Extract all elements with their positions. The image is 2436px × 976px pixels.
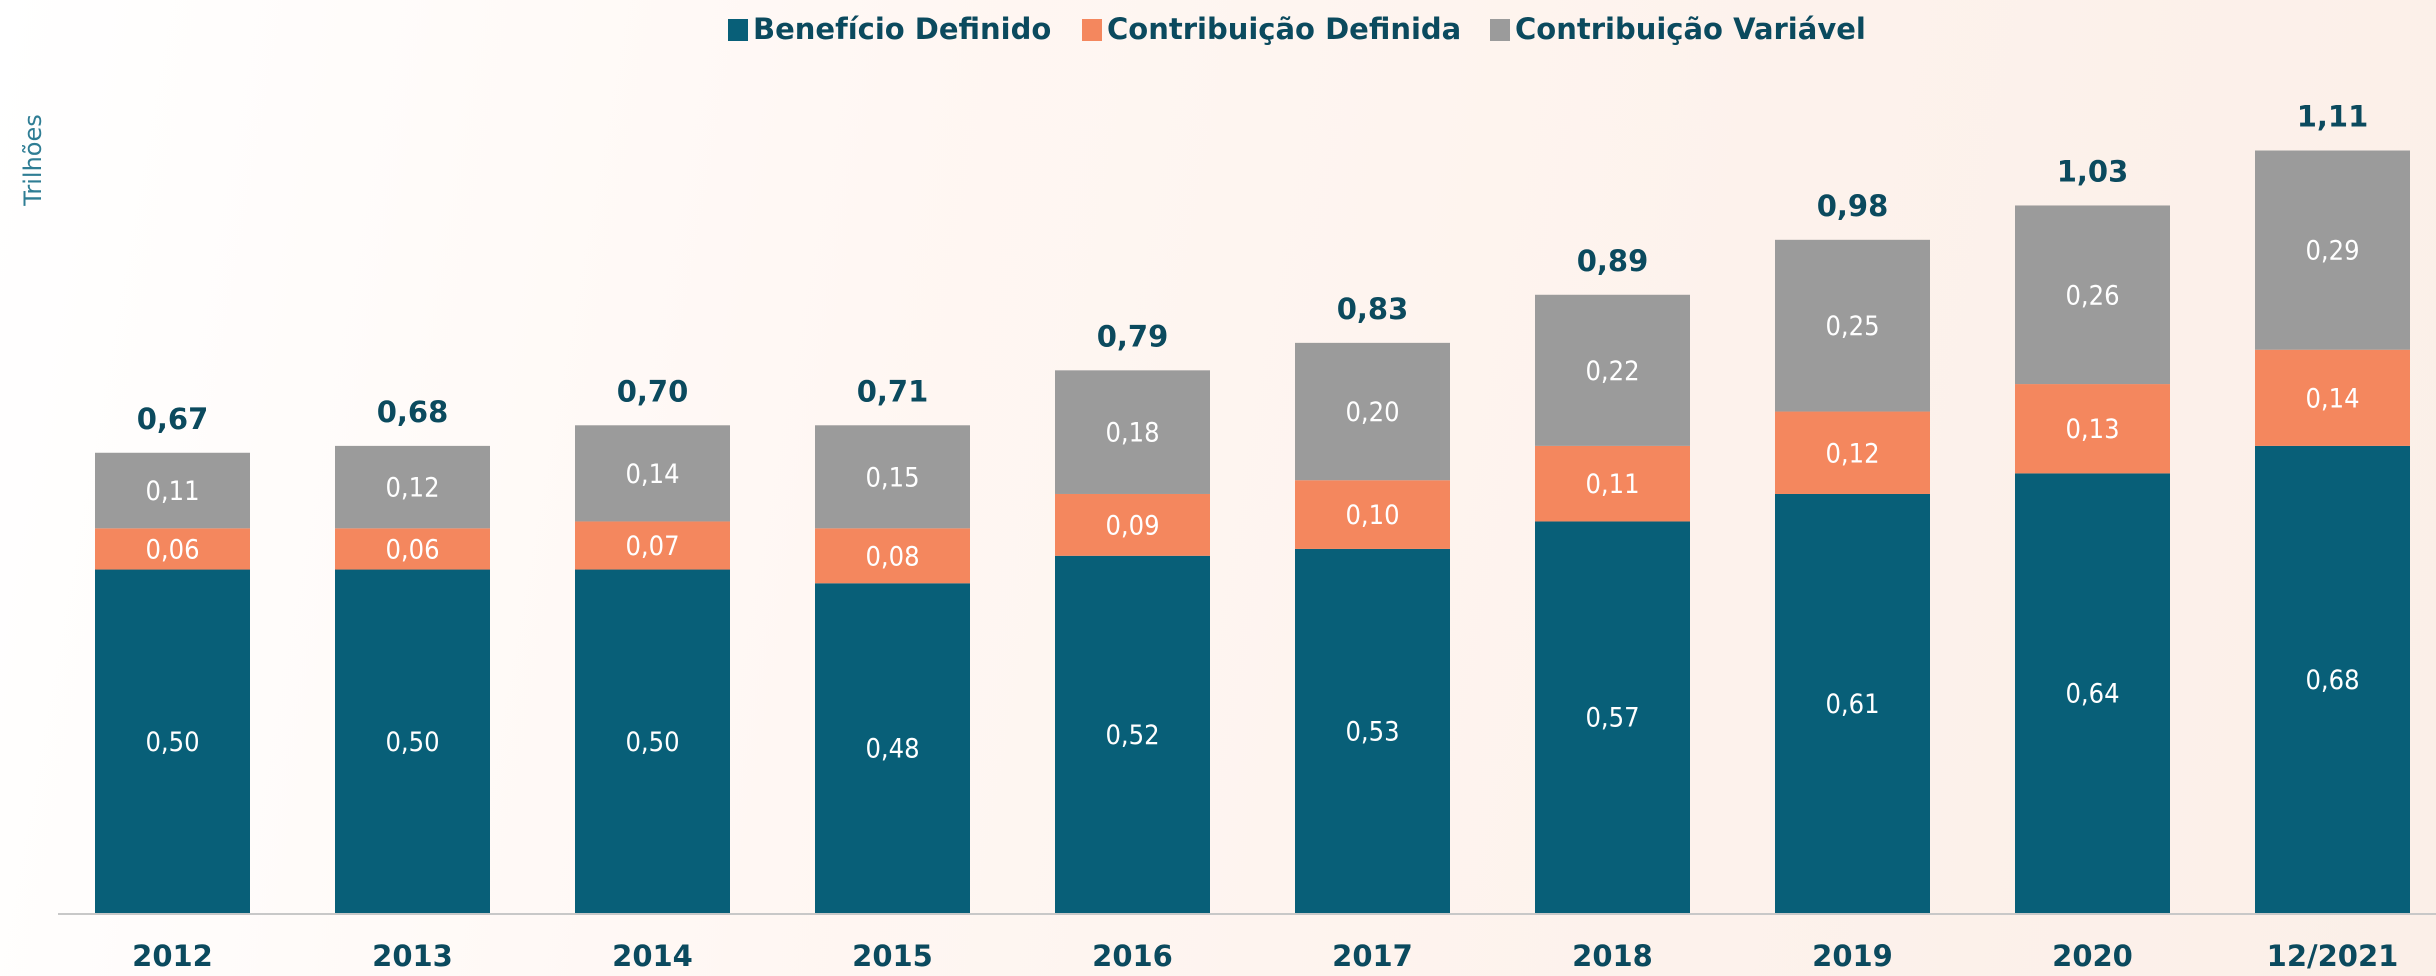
data-label: 0,09 — [1105, 510, 1159, 541]
total-label: 0,70 — [617, 374, 689, 408]
bar-segment — [95, 452, 250, 529]
total-label: 0,89 — [1577, 244, 1649, 278]
data-label: 0,52 — [1105, 720, 1159, 751]
bar-segment — [2015, 473, 2170, 913]
data-label: 0,61 — [1825, 689, 1879, 720]
bar-segment — [815, 425, 970, 529]
bar-segment — [335, 445, 490, 529]
data-label: 0,53 — [1345, 716, 1399, 747]
x-tick-label: 2019 — [1812, 939, 1893, 973]
bar-segment — [95, 528, 250, 570]
bar-segment — [1535, 294, 1690, 446]
data-label: 0,18 — [1105, 418, 1159, 449]
total-label: 0,68 — [377, 395, 449, 429]
data-label: 0,50 — [145, 727, 199, 758]
bar-segment — [1055, 370, 1210, 494]
data-label: 0,14 — [625, 459, 679, 490]
bar-segment — [335, 569, 490, 913]
bar-segment — [335, 528, 490, 570]
bar-segment — [1535, 521, 1690, 913]
total-label: 1,03 — [2057, 154, 2129, 188]
bar-segment — [575, 521, 730, 570]
data-label: 0,64 — [2065, 679, 2119, 710]
data-label: 0,25 — [1825, 311, 1879, 342]
data-label: 0,57 — [1585, 703, 1639, 734]
legend-swatch — [1082, 19, 1102, 41]
bar-segment — [95, 569, 250, 913]
data-label: 0,10 — [1345, 500, 1399, 531]
data-label: 0,13 — [2065, 414, 2119, 445]
bar-segment — [2255, 150, 2410, 350]
data-label: 0,06 — [145, 534, 199, 565]
data-label: 0,29 — [2305, 236, 2359, 267]
data-label: 0,12 — [385, 473, 439, 504]
data-label: 0,06 — [385, 534, 439, 565]
total-label: 0,83 — [1337, 292, 1409, 326]
data-label: 0,14 — [2305, 383, 2359, 414]
bar-segment — [1055, 493, 1210, 556]
legend-label: Contribuição Definida — [1107, 12, 1461, 46]
y-axis-label: Trilhões — [19, 114, 47, 207]
legend-swatch — [728, 19, 748, 41]
bar-segment — [2255, 445, 2410, 913]
x-tick-label: 2016 — [1092, 939, 1173, 973]
bar-segment — [815, 528, 970, 584]
bar-segment — [1295, 342, 1450, 481]
total-label: 0,71 — [857, 374, 929, 408]
data-label: 0,12 — [1825, 438, 1879, 469]
data-label: 0,08 — [865, 541, 919, 572]
bar-segment — [1535, 445, 1690, 522]
x-tick-label: 2020 — [2052, 939, 2133, 973]
data-label: 0,50 — [625, 727, 679, 758]
x-tick-label: 2013 — [372, 939, 453, 973]
data-label: 0,11 — [1585, 469, 1639, 500]
bar-segment — [1055, 555, 1210, 913]
data-label: 0,22 — [1585, 356, 1639, 387]
data-label: 0,48 — [865, 734, 919, 765]
bar-segment — [1775, 493, 1930, 913]
x-tick-label: 2017 — [1332, 939, 1413, 973]
bar-segment — [1775, 239, 1930, 412]
legend-swatch — [1490, 19, 1510, 41]
x-tick-label: 2018 — [1572, 939, 1653, 973]
data-label: 0,15 — [865, 462, 919, 493]
bar-segment — [1295, 480, 1450, 549]
bar-segment — [815, 583, 970, 913]
x-tick-label: 2015 — [852, 939, 933, 973]
total-label: 0,67 — [137, 402, 209, 436]
total-label: 1,11 — [2297, 100, 2369, 134]
data-label: 0,07 — [625, 531, 679, 562]
bar-segment — [2015, 384, 2170, 474]
bar-segment — [575, 425, 730, 522]
data-label: 0,68 — [2305, 665, 2359, 696]
data-label: 0,26 — [2065, 280, 2119, 311]
x-tick-label: 12/2021 — [2267, 939, 2399, 973]
legend-label: Contribuição Variável — [1515, 12, 1866, 46]
bar-segment — [2255, 349, 2410, 446]
data-label: 0,20 — [1345, 397, 1399, 428]
bar-segment — [1775, 411, 1930, 494]
x-tick-label: 2014 — [612, 939, 693, 973]
bar-segment — [1295, 548, 1450, 913]
bar-segment — [2015, 205, 2170, 385]
total-label: 0,79 — [1097, 319, 1169, 353]
total-label: 0,98 — [1817, 189, 1889, 223]
x-tick-label: 2012 — [132, 939, 213, 973]
legend-label: Benefício Definido — [753, 12, 1051, 46]
data-label: 0,11 — [145, 476, 199, 507]
data-label: 0,50 — [385, 727, 439, 758]
bar-segment — [575, 569, 730, 913]
